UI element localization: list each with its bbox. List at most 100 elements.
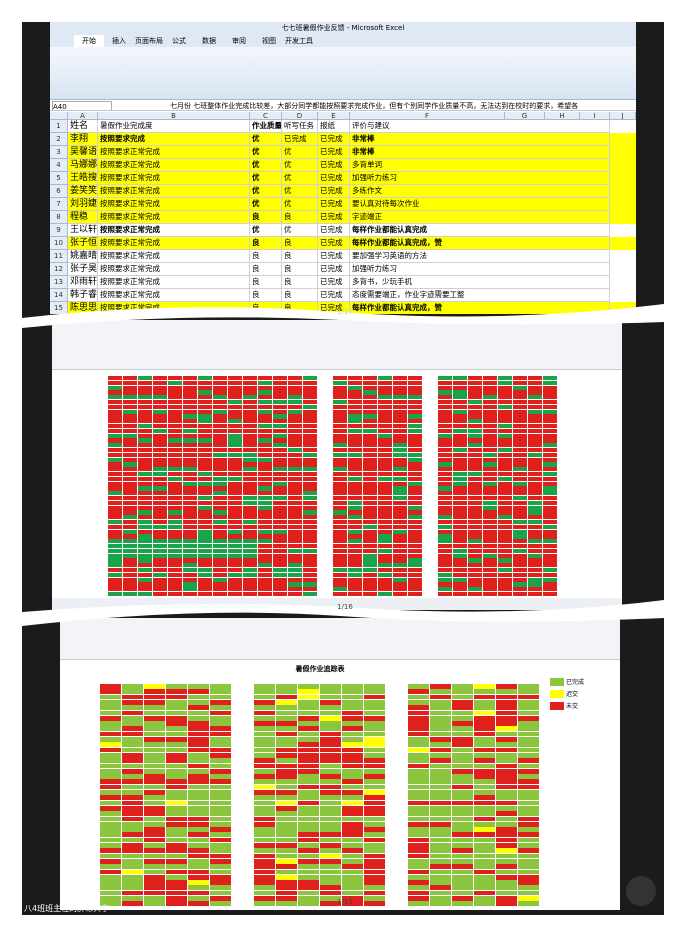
status-cell	[438, 553, 452, 558]
status-cell	[393, 424, 407, 429]
status-cell	[513, 544, 527, 549]
status-cell	[228, 462, 242, 467]
status-cell	[288, 539, 302, 544]
tab: 页面布局	[135, 37, 163, 45]
status-cell	[254, 896, 275, 901]
status-cell	[166, 858, 187, 864]
status-cell	[166, 805, 187, 811]
status-cell	[168, 534, 182, 539]
status-cell	[228, 544, 242, 549]
status-cell	[438, 548, 452, 554]
status-cell	[100, 901, 121, 907]
status-cell	[543, 582, 557, 587]
status-cell	[254, 758, 275, 763]
status-cell	[452, 790, 473, 795]
status-cell	[166, 832, 187, 838]
status-cell	[342, 816, 363, 822]
status-cell	[496, 843, 517, 848]
status-cell	[276, 790, 297, 795]
status-cell	[474, 737, 495, 742]
status-cell	[276, 816, 297, 822]
mic-icon[interactable]	[626, 876, 656, 906]
cell: 良	[282, 289, 318, 302]
status-cell	[438, 577, 452, 582]
status-cell	[273, 419, 287, 424]
status-cell	[298, 737, 319, 742]
status-cell	[276, 805, 297, 811]
status-cell	[122, 747, 143, 753]
status-cell	[408, 544, 422, 549]
status-cell	[168, 390, 182, 395]
status-cell	[513, 515, 527, 520]
status-cell	[303, 424, 317, 429]
status-cell	[100, 832, 121, 838]
status-cell	[528, 395, 542, 400]
status-cell	[393, 448, 407, 453]
status-cell	[288, 395, 302, 400]
status-cell	[483, 400, 497, 405]
status-cell	[144, 901, 165, 907]
status-cell	[364, 821, 385, 827]
status-cell	[138, 433, 152, 438]
status-cell	[243, 385, 257, 390]
status-cell	[513, 496, 527, 501]
status-cell	[198, 548, 212, 554]
status-cell	[498, 433, 512, 438]
status-cell	[123, 572, 137, 578]
status-cell	[254, 779, 275, 785]
status-cell	[528, 424, 542, 429]
status-cell	[288, 524, 302, 530]
status-cell	[183, 481, 197, 486]
status-cell	[122, 848, 143, 854]
status-cell	[518, 864, 539, 869]
status-cell	[348, 582, 362, 587]
status-cell	[254, 816, 275, 822]
status-cell	[288, 452, 302, 458]
row-header: 4	[50, 159, 68, 172]
legend-swatch	[550, 678, 564, 686]
status-cell	[496, 890, 517, 896]
status-cell	[100, 864, 121, 869]
status-cell	[198, 419, 212, 424]
status-cell	[108, 452, 122, 458]
status-cell	[498, 390, 512, 395]
status-cell	[122, 731, 143, 737]
status-cell	[123, 457, 137, 462]
status-cell	[393, 520, 407, 525]
status-cell	[210, 721, 231, 726]
status-cell	[108, 524, 122, 530]
status-cell	[408, 715, 429, 721]
status-cell	[430, 763, 451, 769]
status-cell	[188, 795, 209, 801]
status-cell	[138, 395, 152, 400]
status-cell	[320, 784, 341, 790]
status-cell	[496, 874, 517, 880]
status-cell	[303, 376, 317, 381]
cell: 按照要求正常完成	[98, 276, 250, 289]
legend-label: 未交	[566, 703, 579, 710]
status-cell	[393, 380, 407, 386]
status-cell	[518, 805, 539, 811]
status-cell	[518, 768, 539, 774]
status-cell	[468, 428, 482, 434]
status-cell	[198, 443, 212, 448]
cell: 已完成	[318, 211, 350, 224]
status-cell	[363, 428, 377, 434]
status-cell	[276, 710, 297, 716]
status-cell	[468, 587, 482, 592]
status-cell	[198, 496, 212, 501]
status-cell	[363, 443, 377, 448]
status-cell	[378, 510, 392, 515]
status-cell	[138, 419, 152, 424]
status-cell	[188, 864, 209, 869]
status-cell	[210, 853, 231, 859]
status-cell	[100, 821, 121, 827]
status-cell	[342, 832, 363, 838]
status-cell	[123, 568, 137, 573]
status-cell	[496, 901, 517, 907]
status-cell	[468, 414, 482, 419]
status-cell	[468, 510, 482, 515]
status-cell	[100, 710, 121, 716]
status-cell	[243, 534, 257, 539]
status-cell	[108, 587, 122, 592]
